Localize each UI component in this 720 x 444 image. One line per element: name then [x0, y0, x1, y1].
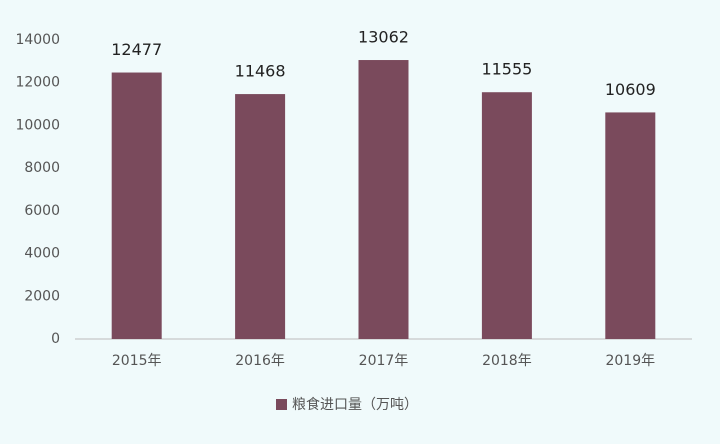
x-tick-label: 2015年 [112, 353, 162, 369]
y-tick-label: 8000 [24, 160, 60, 176]
y-tick-label: 4000 [24, 246, 60, 262]
y-tick-label: 2000 [24, 288, 60, 304]
bar [358, 60, 409, 340]
bar [111, 72, 162, 340]
value-label: 11555 [481, 60, 532, 79]
legend-swatch [276, 399, 287, 410]
bar [605, 112, 656, 339]
value-label: 13062 [358, 28, 409, 47]
bar [235, 94, 286, 339]
legend-label: 粮食进口量（万吨） [292, 396, 418, 413]
value-label: 10609 [605, 80, 656, 99]
y-tick-label: 0 [51, 331, 60, 347]
y-tick-label: 14000 [15, 32, 60, 48]
x-tick-label: 2016年 [235, 353, 285, 369]
x-tick-label: 2017年 [359, 353, 409, 369]
y-tick-label: 10000 [15, 117, 60, 133]
y-tick-label: 12000 [15, 75, 60, 91]
x-tick-label: 2019年 [605, 353, 655, 369]
y-tick-label: 6000 [24, 203, 60, 219]
value-label: 12477 [111, 40, 162, 59]
bar [481, 92, 532, 339]
x-tick-label: 2018年 [482, 353, 532, 369]
value-label: 11468 [235, 62, 286, 81]
